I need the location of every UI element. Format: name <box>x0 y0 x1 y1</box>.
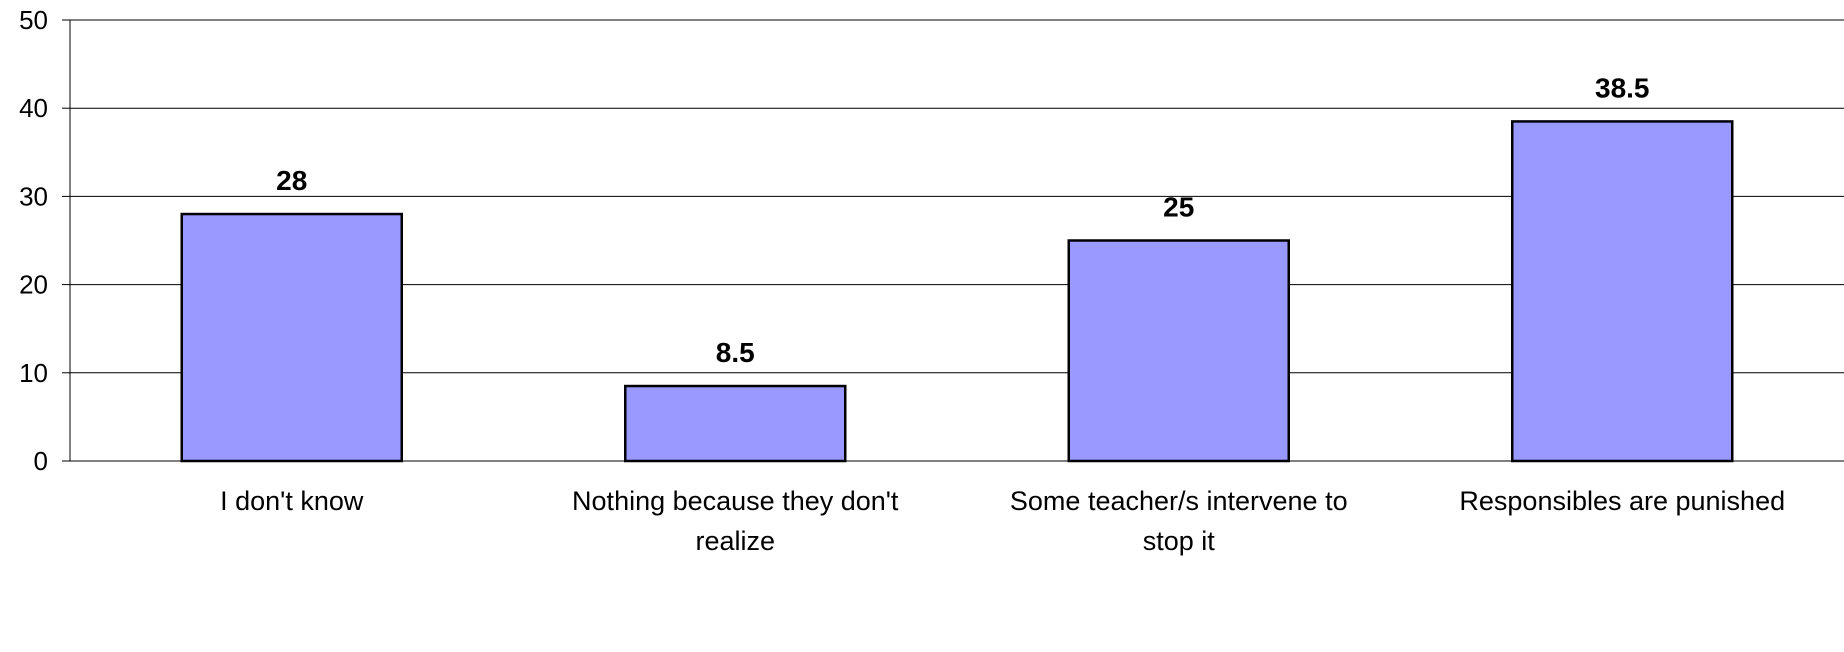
x-axis-labels: I don't know Nothing because they don't re… <box>220 486 1785 556</box>
y-tick-label: 30 <box>19 181 48 211</box>
y-tick-label: 40 <box>19 93 48 123</box>
y-axis-ticks: 0 10 20 30 40 50 <box>19 5 70 476</box>
y-tick-label: 0 <box>34 446 48 476</box>
data-label: 38.5 <box>1595 72 1650 103</box>
x-category-label: Nothing because they don't realize <box>572 486 899 556</box>
bar <box>624 384 847 463</box>
data-label: 8.5 <box>716 337 755 368</box>
data-labels: 28 8.5 25 38.5 <box>276 72 1649 368</box>
y-tick-label: 10 <box>19 358 48 388</box>
bar <box>1511 120 1734 463</box>
bar <box>180 212 403 463</box>
x-category-label: I don't know <box>220 486 364 516</box>
y-tick-label: 20 <box>19 270 48 300</box>
axes <box>69 20 1844 462</box>
y-tick-label: 50 <box>19 5 48 35</box>
bars <box>180 120 1734 463</box>
bar <box>1067 239 1290 463</box>
x-category-label: Some teacher/s intervene to stop it <box>1010 486 1348 556</box>
data-label: 25 <box>1163 192 1194 223</box>
data-label: 28 <box>276 165 307 196</box>
x-category-label: Responsibles are punished <box>1459 486 1785 516</box>
